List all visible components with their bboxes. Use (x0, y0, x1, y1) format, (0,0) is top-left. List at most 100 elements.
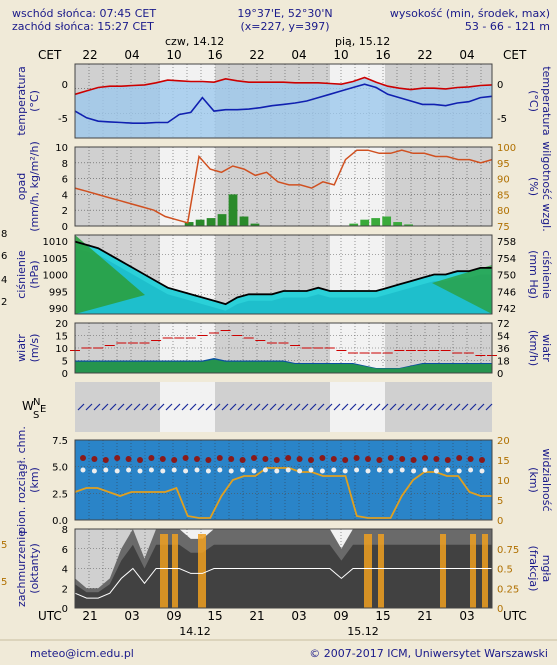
pressure-green-right (432, 265, 492, 314)
precip-bar (206, 218, 216, 226)
fog-bar (172, 534, 178, 608)
y-tick: 0 (62, 222, 68, 233)
y-tick: 20 (497, 436, 510, 447)
wind-arrow (101, 403, 109, 411)
cloud-top-dot (102, 457, 109, 463)
cloud-top-dot (216, 455, 223, 461)
top-day-1: czw, 14.12 (165, 35, 224, 48)
y-tick: 1005 (43, 254, 68, 265)
y-tick: 4 (62, 190, 68, 201)
footer-email[interactable]: meteo@icm.edu.pl (30, 647, 134, 660)
wind-arrow (173, 403, 181, 411)
cloud-base-dot (331, 467, 337, 473)
y-tick: 758 (497, 237, 516, 248)
y-tick: 750 (497, 271, 516, 282)
y-tick: 4 (62, 565, 68, 576)
edge-tick: 2 (1, 297, 7, 308)
wind-arrow (221, 403, 229, 411)
cloud-top-dot (228, 456, 235, 462)
panel-border (74, 234, 493, 315)
cloud-base-dot (148, 467, 154, 473)
cloud-base-dot (445, 467, 451, 473)
cloud-top-dot (422, 455, 428, 461)
ylabel-right-unit: (%) (527, 177, 540, 196)
y-tick: 75 (497, 222, 510, 233)
wind-arrow (157, 403, 165, 411)
wind-arrow (85, 403, 93, 411)
compass-n: N (33, 397, 40, 408)
cloud-top-dot (91, 456, 98, 462)
wind-arrow (77, 403, 85, 411)
y-tick: 990 (49, 304, 68, 315)
cloud-top-dot (159, 456, 166, 462)
pressure-green-left (75, 235, 145, 314)
ylabel-left: ciśnienie (15, 250, 28, 299)
y-tick: 36 (497, 344, 510, 355)
y-tick: 995 (49, 287, 68, 298)
top-hour-tick: 16 (207, 48, 222, 62)
panel-border (74, 63, 493, 139)
top-hour-tick: 16 (375, 48, 390, 62)
cloud-base-dot (274, 468, 280, 474)
wind-arrow (149, 403, 157, 411)
cloud-top-dot (444, 457, 451, 463)
ylabel-left: temperatura (15, 66, 28, 135)
precip-bar (217, 214, 227, 226)
wind-arrow (389, 403, 397, 411)
bottom-hour-tick: 21 (249, 609, 264, 623)
pressure-line (74, 240, 492, 306)
sunrise-text: wschód słońca: 07:45 CET (12, 7, 156, 20)
cloud-base-dot (205, 468, 211, 474)
wind-arrow (381, 403, 389, 411)
wind-arrow (189, 403, 197, 411)
cloud-top-dot (273, 457, 280, 463)
y-tick: 72 (497, 319, 510, 330)
pressure-area-low (75, 248, 492, 314)
wind-arrow (125, 403, 133, 411)
wind-arrow (477, 403, 485, 411)
cloud-base-dot (80, 467, 86, 473)
y-tick: 754 (497, 254, 516, 265)
ylabel-right-unit: (mm Hg) (527, 250, 540, 299)
wind-arrow (397, 403, 405, 411)
cloud-top-dot (319, 455, 326, 461)
cloud-base-dot (411, 468, 417, 474)
bottom-hour-tick: 15 (375, 609, 390, 623)
ylabel-right: mgła (540, 555, 553, 583)
cloud-top-dot (114, 455, 121, 461)
precip-bar (239, 216, 249, 226)
visibility-line (74, 467, 492, 519)
wind-arrow (445, 403, 453, 411)
ylabel-right-unit: (°C) (527, 90, 540, 112)
precip-bar (349, 223, 359, 226)
cloud-area-mid (75, 544, 492, 608)
cloud-base-dot (388, 468, 394, 474)
compass-s: S (33, 410, 39, 421)
cloudbase-bg (75, 440, 492, 520)
wind-arrow (213, 403, 221, 411)
top-hour-tick: 04 (459, 48, 474, 62)
ylabel-left: zachmurzenie (15, 530, 28, 607)
grid-text: (x=227, y=397) (240, 20, 329, 33)
edge-tick: 5 (1, 540, 7, 551)
cloud-top-dot (342, 457, 349, 463)
cloud-top-dot (296, 456, 303, 462)
y-tick: 10 (55, 143, 68, 154)
cloudbase-panel: pion. rozciągł. chm. (km) (km) widzialność7… (15, 426, 553, 534)
y-tick: 0 (497, 516, 503, 527)
y-tick: 10 (55, 344, 68, 355)
compass-icon: W (22, 399, 34, 413)
bottom-tz-left: UTC (38, 609, 62, 623)
wind-arrow (133, 403, 141, 411)
ylabel-right-unit: (km/h) (527, 330, 540, 366)
top-tz-left: CET (38, 48, 62, 62)
wind-direction-row: W NSE (22, 382, 493, 432)
panel-border (74, 322, 493, 374)
wind-arrow (469, 403, 477, 411)
wind-arrow (165, 403, 173, 411)
bottom-hour-labels: 21 03 09 15 21 03 09 15 21 03 (82, 609, 474, 623)
wind-arrow (333, 403, 341, 411)
top-hour-tick: 04 (124, 48, 139, 62)
